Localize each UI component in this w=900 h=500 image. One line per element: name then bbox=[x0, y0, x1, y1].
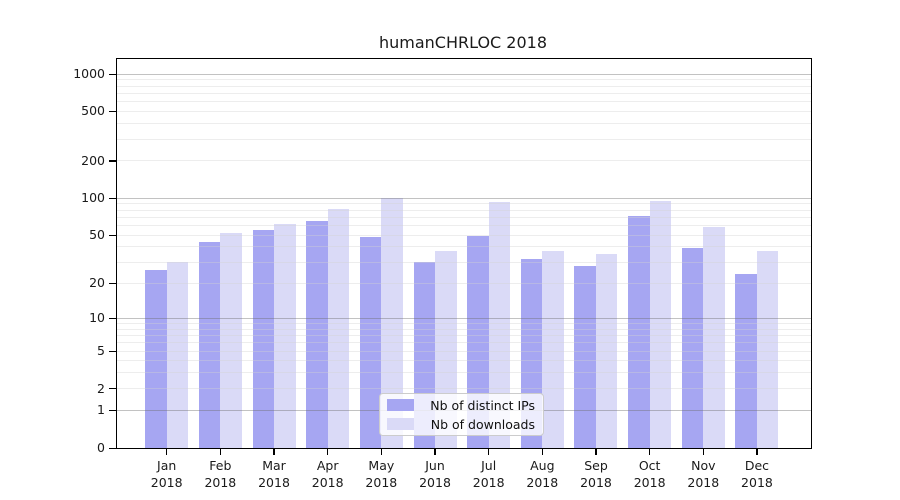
y-tick-label: 10 bbox=[89, 310, 105, 326]
y-tick-label: 500 bbox=[81, 103, 105, 119]
y-tick-label: 1 bbox=[97, 402, 105, 418]
y-tick-label: 20 bbox=[89, 275, 105, 291]
x-tick-mark bbox=[648, 448, 651, 455]
legend-label: Nb of downloads bbox=[430, 416, 535, 432]
x-tick-label: Feb 2018 bbox=[204, 458, 237, 490]
x-tick-label: Oct 2018 bbox=[633, 458, 666, 490]
y-tick-mark bbox=[109, 409, 116, 412]
bar-distinct-ips-oct-2018 bbox=[628, 215, 650, 448]
x-tick-mark bbox=[488, 448, 490, 455]
bar-distinct-ips-jan-2018 bbox=[145, 269, 167, 448]
y-tick-label: 200 bbox=[81, 152, 105, 168]
y-tick-mark bbox=[109, 388, 116, 390]
x-tick-label: Sep 2018 bbox=[580, 458, 612, 490]
bar-distinct-ips-apr-2018 bbox=[306, 221, 328, 448]
bar-downloads-sep-2018 bbox=[595, 254, 618, 448]
y-tick-label: 2 bbox=[97, 380, 105, 396]
bar-downloads-dec-2018 bbox=[756, 251, 779, 448]
y-tick-mark bbox=[109, 197, 116, 199]
x-tick-mark bbox=[327, 448, 329, 455]
legend: Nb of distinct IPs Nb of downloads bbox=[379, 393, 544, 436]
x-tick-label: Jan 2018 bbox=[150, 458, 183, 490]
x-axis: Jan 2018 Feb 2018 Mar 2018 Apr 2018 May 2018… bbox=[117, 59, 811, 490]
legend-item-downloads: Nb of downloads bbox=[387, 417, 535, 432]
bar-distinct-ips-may-2018 bbox=[359, 237, 382, 448]
bars-layer bbox=[117, 59, 811, 448]
x-tick-label: Jul 2018 bbox=[472, 458, 505, 490]
x-tick-label: May 2018 bbox=[365, 458, 398, 490]
x-tick-label: Aug 2018 bbox=[526, 458, 559, 490]
y-axis: 0 1 2 5 10 20 50 100 200 500 1000 bbox=[73, 59, 811, 455]
x-tick-mark bbox=[595, 448, 597, 455]
x-tick-mark bbox=[273, 448, 275, 455]
x-tick-label: Dec 2018 bbox=[741, 458, 773, 490]
y-tick-label: 1000 bbox=[73, 66, 105, 81]
bar-distinct-ips-dec-2018 bbox=[735, 273, 757, 448]
chart-title: humanCHRLOC 2018 bbox=[378, 33, 548, 52]
distinct-ips-swatch-icon bbox=[387, 399, 414, 411]
y-tick-mark bbox=[109, 73, 116, 75]
y-tick-mark bbox=[109, 350, 116, 352]
x-tick-label: Jun 2018 bbox=[419, 458, 451, 490]
downloads-swatch-icon bbox=[387, 418, 414, 430]
y-tick-mark bbox=[109, 234, 116, 236]
bar-downloads-jul-2018 bbox=[488, 202, 511, 448]
x-tick-label: Apr 2018 bbox=[311, 458, 344, 490]
bar-downloads-nov-2018 bbox=[703, 227, 725, 448]
y-tick-label: 50 bbox=[89, 227, 105, 243]
x-tick-mark bbox=[756, 448, 758, 455]
y-tick-mark bbox=[109, 282, 116, 284]
x-tick-label: Mar 2018 bbox=[258, 458, 290, 490]
x-tick-mark bbox=[380, 448, 382, 455]
bar-downloads-feb-2018 bbox=[220, 233, 242, 448]
y-tick-mark bbox=[109, 317, 116, 319]
x-tick-mark bbox=[702, 448, 704, 455]
bar-downloads-may-2018 bbox=[381, 198, 403, 448]
x-tick-mark bbox=[541, 448, 543, 455]
bar-downloads-oct-2018 bbox=[649, 200, 672, 448]
x-tick-mark bbox=[434, 448, 436, 455]
legend-label: Nb of distinct IPs bbox=[430, 397, 535, 413]
bar-distinct-ips-sep-2018 bbox=[574, 265, 596, 448]
y-tick-label: 0 bbox=[97, 440, 105, 455]
y-tick-mark bbox=[109, 110, 116, 113]
bar-downloads-apr-2018 bbox=[327, 209, 350, 448]
bar-distinct-ips-mar-2018 bbox=[252, 230, 275, 448]
y-tick-label: 5 bbox=[97, 343, 105, 358]
y-tick-label: 100 bbox=[81, 190, 105, 206]
bar-distinct-ips-nov-2018 bbox=[681, 248, 704, 448]
x-tick-mark bbox=[166, 448, 168, 455]
y-tick-mark bbox=[109, 160, 116, 162]
legend-item-distinct-ips: Nb of distinct IPs bbox=[387, 398, 535, 413]
bar-downloads-mar-2018 bbox=[274, 223, 296, 448]
y-tick-mark bbox=[109, 447, 116, 449]
bar-distinct-ips-feb-2018 bbox=[198, 241, 221, 448]
x-tick-label: Nov 2018 bbox=[687, 458, 720, 490]
plot-area: 0 1 2 5 10 20 50 100 200 500 1000 Jan 2018 Feb 2018… bbox=[73, 58, 812, 490]
x-tick-mark bbox=[219, 448, 221, 455]
bar-downloads-aug-2018 bbox=[542, 251, 564, 448]
bar-downloads-jan-2018 bbox=[166, 262, 189, 448]
